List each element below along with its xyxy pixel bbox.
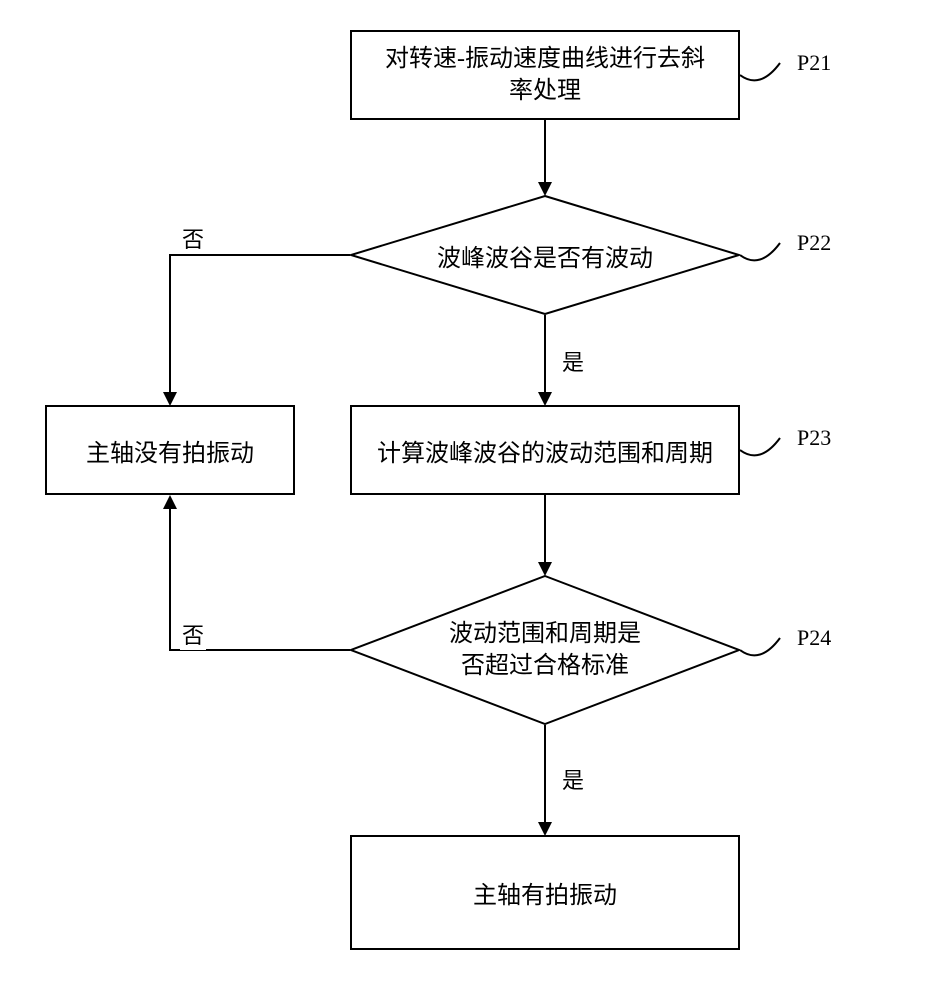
arrow-p24-nobeat-head	[163, 495, 177, 509]
arrow-p22-p23-head	[538, 392, 552, 406]
label-no1: 否	[180, 222, 206, 254]
label-curve-p23	[740, 430, 795, 470]
decision-p22-text: 波峰波谷是否有波动	[437, 238, 653, 273]
terminal-has-beat: 主轴有拍振动	[350, 835, 740, 950]
arrow-p22-nobeat-v	[169, 254, 171, 392]
label-no2: 否	[180, 618, 206, 650]
process-p21-text: 对转速-振动速度曲线进行去斜 率处理	[385, 43, 705, 108]
arrow-p24-nobeat-v	[169, 508, 171, 651]
label-curve-p24	[740, 630, 795, 670]
arrow-p23-p24-head	[538, 562, 552, 576]
decision-p24: 波动范围和周期是 否超过合格标准	[350, 575, 740, 725]
process-p23: 计算波峰波谷的波动范围和周期	[350, 405, 740, 495]
label-yes1: 是	[560, 345, 586, 377]
label-curve-p22	[740, 235, 795, 275]
label-p23: P23	[795, 425, 833, 451]
label-p22: P22	[795, 230, 833, 256]
label-yes2: 是	[560, 763, 586, 795]
label-curve-p21	[740, 55, 795, 95]
decision-p22: 波峰波谷是否有波动	[350, 195, 740, 315]
terminal-has-beat-text: 主轴有拍振动	[473, 875, 617, 910]
arrow-p24-hasbeat	[544, 725, 546, 822]
process-p21: 对转速-振动速度曲线进行去斜 率处理	[350, 30, 740, 120]
arrow-p22-nobeat-head	[163, 392, 177, 406]
arrow-p21-p22-head	[538, 182, 552, 196]
label-p24: P24	[795, 625, 833, 651]
arrow-p23-p24	[544, 495, 546, 562]
arrow-p21-p22	[544, 120, 546, 182]
label-p21: P21	[795, 50, 833, 76]
terminal-no-beat: 主轴没有拍振动	[45, 405, 295, 495]
arrow-p22-nobeat-h	[170, 254, 350, 256]
arrow-p24-hasbeat-head	[538, 822, 552, 836]
decision-p24-text: 波动范围和周期是 否超过合格标准	[449, 618, 641, 683]
arrow-p22-p23	[544, 315, 546, 392]
terminal-no-beat-text: 主轴没有拍振动	[86, 433, 254, 468]
process-p23-text: 计算波峰波谷的波动范围和周期	[377, 433, 713, 468]
